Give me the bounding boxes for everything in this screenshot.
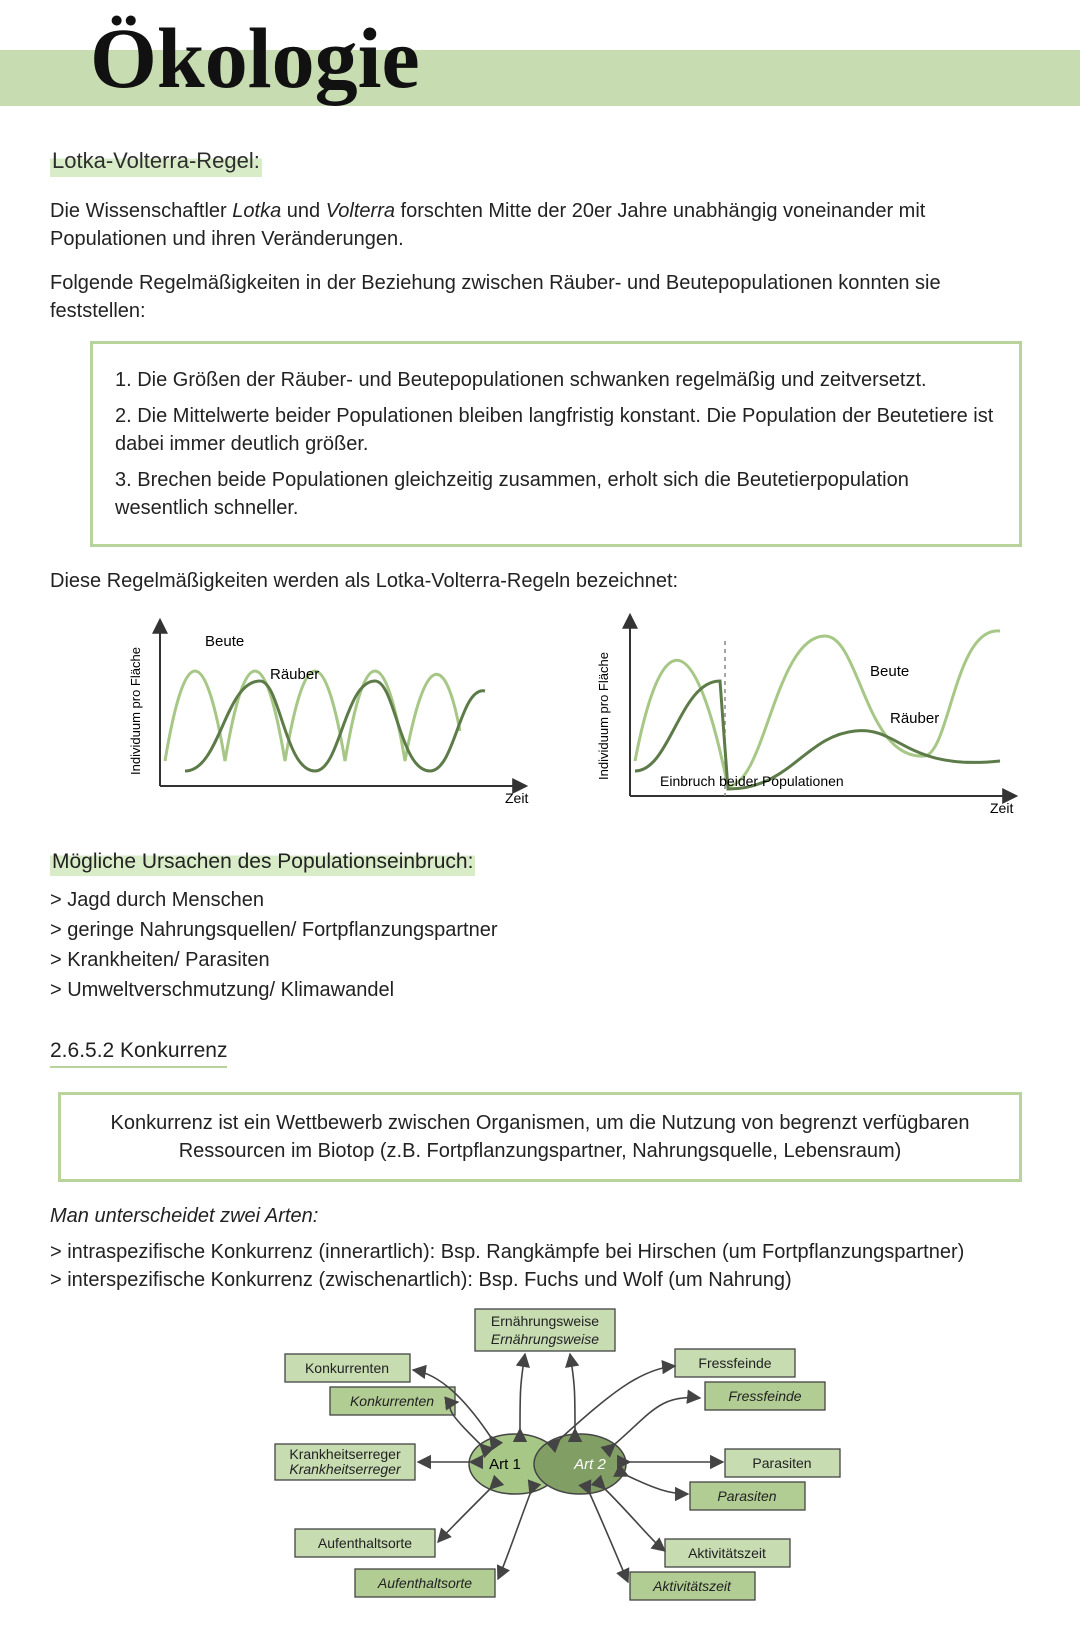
center-art2: Art 2 xyxy=(573,1456,606,1473)
causes-heading: Mögliche Ursachen des Populationseinbruc… xyxy=(50,847,475,876)
chart2-ylabel: Individuum pro Fläche xyxy=(596,652,611,780)
node-parasiten-i: Parasiten xyxy=(717,1488,776,1504)
node-krankheit: Krankheitserreger xyxy=(289,1446,401,1462)
node-konkurrenten: Konkurrenten xyxy=(305,1360,389,1376)
rule-2: 2. Die Mittelwerte beider Populationen b… xyxy=(115,402,997,458)
name-lotka: Lotka xyxy=(232,200,281,222)
chart2-xlabel: Zeit xyxy=(990,800,1013,816)
name-volterra: Volterra xyxy=(326,200,395,222)
konkurrenz-heading: 2.6.5.2 Konkurrenz xyxy=(50,1036,227,1067)
txt: und xyxy=(281,200,325,222)
rule-3: 3. Brechen beide Populationen gleichzeit… xyxy=(115,466,997,522)
node-aktivitaet: Aktivitätszeit xyxy=(688,1545,766,1561)
content: Lotka-Volterra-Regel: Die Wissenschaftle… xyxy=(0,106,1080,1644)
txt: Die Wissenschaftler xyxy=(50,200,232,222)
node-konkurrenten-i: Konkurrenten xyxy=(350,1393,434,1409)
konkurrenz-item: > interspezifische Konkurrenz (zwischena… xyxy=(50,1266,1030,1294)
chart2-collapse-label: Einbruch beider Populationen xyxy=(660,773,844,789)
node-parasiten: Parasiten xyxy=(752,1455,811,1471)
chart2-beute-label: Beute xyxy=(870,663,909,680)
chart1-rauber-label: Räuber xyxy=(270,666,319,683)
node-aufenthalt-i: Aufenthaltsorte xyxy=(377,1575,472,1591)
konkurrenz-definition-box: Konkurrenz ist ein Wettbewerb zwischen O… xyxy=(58,1092,1022,1182)
cause-item: > Umweltverschmutzung/ Klimawandel xyxy=(50,976,1030,1004)
cause-item: > Jagd durch Menschen xyxy=(50,886,1030,914)
rules-box: 1. Die Größen der Räuber- und Beutepopul… xyxy=(90,341,1022,547)
node-fressfeinde-i: Fressfeinde xyxy=(728,1388,801,1404)
intro-paragraph: Die Wissenschaftler Lotka und Volterra f… xyxy=(50,197,1030,253)
chart2-rauber-label: Räuber xyxy=(890,710,939,727)
causes-list: > Jagd durch Menschen > geringe Nahrungs… xyxy=(50,886,1030,1004)
node-aktivitaet-i: Aktivitätszeit xyxy=(652,1578,732,1594)
node-aufenthalt: Aufenthaltsorte xyxy=(318,1535,412,1551)
chart-2: Individuum pro Fläche Zeit Beute Räuber … xyxy=(580,611,1030,829)
concept-diagram: Art 1 Art 2 Ernährungsweise Ernährungswe… xyxy=(50,1304,1030,1614)
two-arten-heading: Man unterscheidet zwei Arten: xyxy=(50,1202,1030,1230)
chart1-xlabel: Zeit xyxy=(505,790,528,806)
konkurrenz-item: > intraspezifische Konkurrenz (innerartl… xyxy=(50,1238,1030,1266)
charts-row: Individuum pro Fläche Zeit Beute Räuber xyxy=(110,611,1030,829)
after-rules: Diese Regelmäßigkeiten werden als Lotka-… xyxy=(50,567,1030,595)
node-ernaehrung: Ernährungsweise xyxy=(491,1313,599,1329)
node-fressfeinde: Fressfeinde xyxy=(698,1355,771,1371)
page-title: Ökologie xyxy=(90,8,420,108)
chart-1: Individuum pro Fläche Zeit Beute Räuber xyxy=(110,611,560,829)
chart1-beute-label: Beute xyxy=(205,633,244,650)
node-krankheit-i: Krankheitserreger xyxy=(289,1461,402,1477)
title-band: Ökologie xyxy=(0,50,1080,106)
rule-1: 1. Die Größen der Räuber- und Beutepopul… xyxy=(115,366,997,394)
lead-paragraph: Folgende Regelmäßigkeiten in der Beziehu… xyxy=(50,269,1030,325)
cause-item: > Krankheiten/ Parasiten xyxy=(50,946,1030,974)
section-heading: Lotka-Volterra-Regel: xyxy=(50,146,262,177)
center-art1: Art 1 xyxy=(489,1456,521,1473)
node-ernaehrung-i: Ernährungsweise xyxy=(491,1331,599,1347)
cause-item: > geringe Nahrungsquellen/ Fortpflanzung… xyxy=(50,916,1030,944)
chart1-ylabel: Individuum pro Fläche xyxy=(128,647,143,775)
